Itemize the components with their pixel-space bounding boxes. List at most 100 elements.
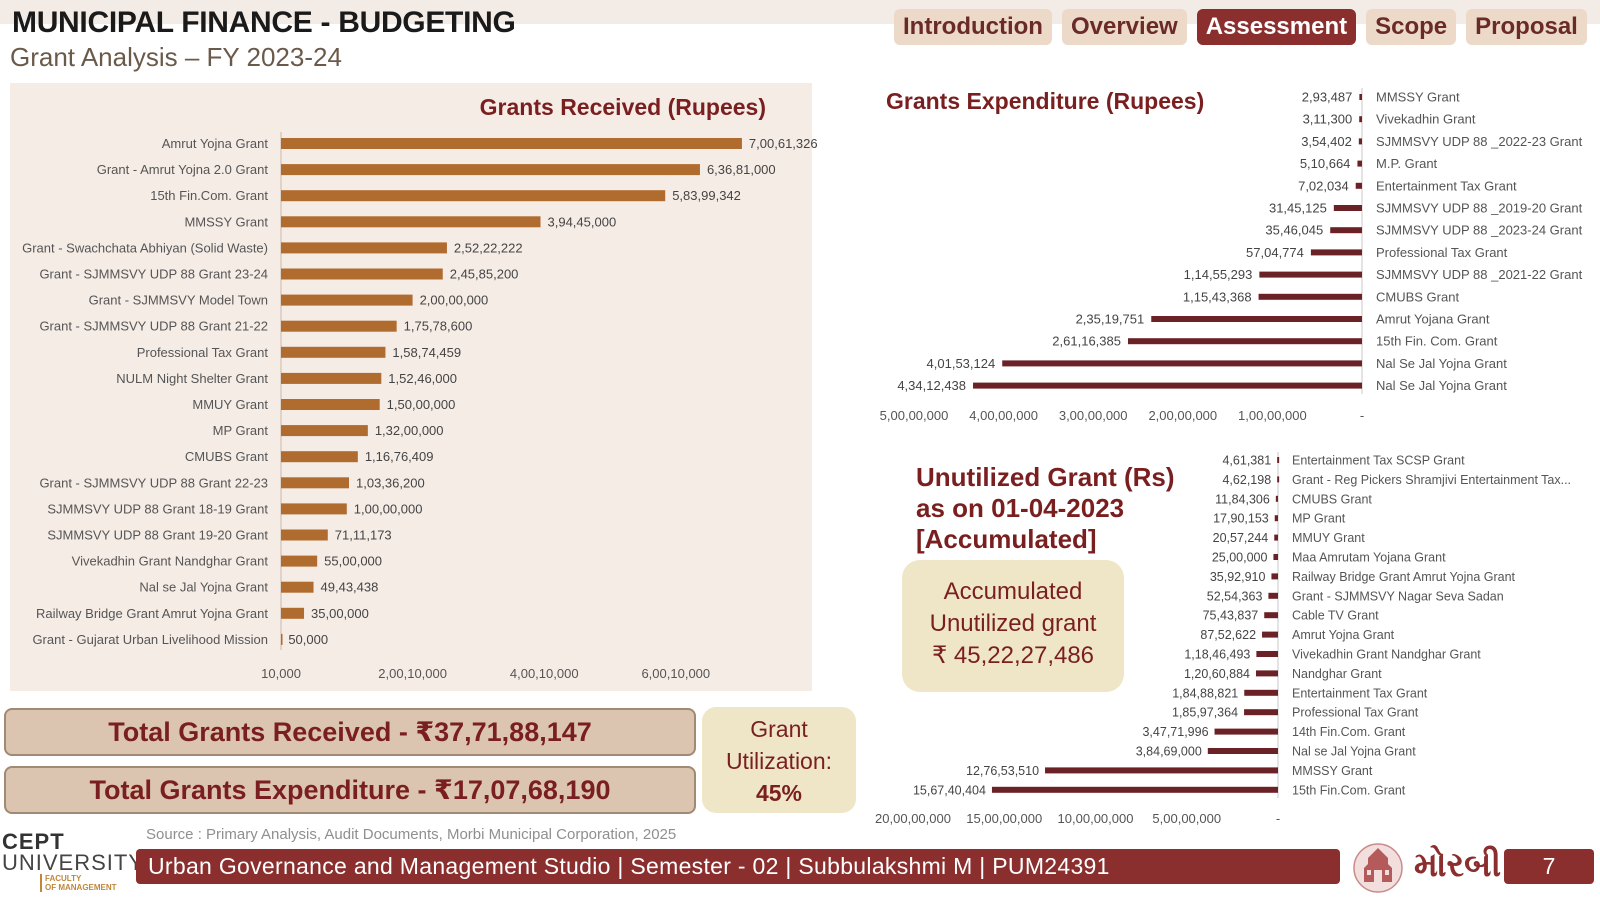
received-chart-title: Grants Received (Rupees) [480,94,766,120]
expenditure-bar [1151,316,1362,322]
received-value-label: 2,45,85,200 [450,267,519,282]
logo-line-cept: CEPT [2,829,65,854]
tab-overview[interactable]: Overview [1061,9,1187,45]
expenditure-bar [1127,338,1362,345]
unutilized-value-label: 1,84,88,821 [1172,686,1238,700]
received-category-label: Grant - Swachchata Abhiyan (Solid Waste) [22,240,268,255]
expenditure-value-label: 31,45,125 [1269,201,1327,216]
received-bar [281,268,443,280]
received-value-label: 1,50,00,000 [387,397,456,412]
expenditure-value-label: 2,35,19,751 [1076,312,1145,327]
accumulated-value: ₹ 45,22,27,486 [931,642,1095,669]
unutilized-value-label: 4,61,381 [1222,454,1271,468]
received-value-label: 3,94,45,000 [548,214,617,229]
expenditure-bar [1359,94,1362,100]
expenditure-x-tick-label: 3,00,00,000 [1059,408,1128,423]
received-category-label: Railway Bridge Grant Amrut Yojna Grant [36,606,268,621]
unutilized-title-line1: Unutilized Grant (Rs) [916,462,1175,492]
tab-scope[interactable]: Scope [1366,9,1457,45]
unutilized-category-label: Professional Tax Grant [1292,706,1419,720]
expenditure-bar [1259,271,1362,278]
received-bar [281,633,283,645]
unutilized-chart: Entertainment Tax SCSP Grant 4,61,381 Gran… [875,452,1571,826]
tab-introduction[interactable]: Introduction [894,9,1052,45]
unutilized-value-label: 12,76,53,510 [966,764,1039,778]
unutilized-bar [1255,670,1278,677]
tab-assessment[interactable]: Assessment [1196,9,1357,45]
unutilized-value-label: 1,20,60,884 [1184,667,1250,681]
unutilized-category-label: Entertainment Tax Grant [1292,686,1428,700]
unutilized-category-label: MP Grant [1292,512,1346,526]
expenditure-category-label: SJMMSVY UDP 88 _2022-23 Grant [1376,134,1583,149]
received-category-label: Grant - SJMMSVY UDP 88 Grant 22-23 [39,475,268,490]
expenditure-category-label: Entertainment Tax Grant [1376,178,1517,193]
received-bar [281,581,314,593]
expenditure-bar [1330,227,1362,234]
unutilized-value-label: 3,84,69,000 [1136,745,1202,759]
expenditure-x-tick-label: - [1360,408,1364,423]
unutilized-value-label: 15,67,40,404 [913,783,986,797]
page-title: MUNICIPAL FINANCE - BUDGETING [12,6,516,39]
received-value-label: 1,75,78,600 [404,319,473,334]
unutilized-bar [1262,631,1278,638]
received-x-tick-label: 6,00,10,000 [641,666,710,681]
received-value-label: 49,43,438 [321,580,379,595]
expenditure-category-label: MMSSY Grant [1376,90,1460,105]
logo-faculty-line1: FACULTY [45,874,82,883]
received-category-label: SJMMSVY UDP 88 Grant 19-20 Grant [47,528,268,543]
received-value-label: 55,00,000 [324,554,382,569]
received-bar [281,372,382,384]
logo-line-university: UNIVERSITY [2,850,145,875]
unutilized-category-label: Maa Amrutam Yojana Grant [1292,551,1446,565]
received-category-label: NULM Night Shelter Grant [116,371,268,386]
received-value-label: 1,16,76,409 [365,449,434,464]
received-bar [281,216,541,228]
morbi-city-logo-text: મોરબી [1414,846,1502,884]
unutilized-category-label: Railway Bridge Grant Amrut Yojna Grant [1292,570,1516,584]
tab-proposal[interactable]: Proposal [1466,9,1587,45]
grant-utilization-box: Grant Utilization: 45% [702,707,856,813]
expenditure-category-label: Nal Se Jal Yojna Grant [1376,356,1507,371]
expenditure-category-label: 15th Fin. Com. Grant [1376,334,1498,349]
received-bar [281,477,350,489]
grants-received-panel [10,83,812,691]
expenditure-bar [1310,249,1362,256]
unutilized-x-tick-label: 10,00,00,000 [1058,811,1134,826]
received-value-label: 2,52,22,222 [454,240,523,255]
received-x-tick-label: 10,000 [261,666,301,681]
expenditure-value-label: 7,02,034 [1298,178,1349,193]
expenditure-bar [1002,360,1362,367]
unutilized-category-label: 15th Fin.Com. Grant [1292,783,1406,797]
accumulated-unutilized-box: Accumulated Unutilized grant ₹ 45,22,27,… [902,560,1124,692]
received-value-label: 1,00,00,000 [354,501,423,516]
unutilized-value-label: 1,85,97,364 [1172,706,1238,720]
unutilized-value-label: 75,43,837 [1203,609,1259,623]
source-note: Source : Primary Analysis, Audit Documen… [146,826,677,843]
unutilized-bar [1045,767,1278,774]
unutilized-category-label: 14th Fin.Com. Grant [1292,725,1406,739]
nav-tabs: Introduction Overview Assessment Scope P… [894,9,1587,45]
unutilized-x-tick-label: - [1276,811,1280,826]
expenditure-category-label: Professional Tax Grant [1376,245,1508,260]
unutilized-value-label: 17,90,153 [1213,512,1269,526]
received-value-label: 35,00,000 [311,606,369,621]
unutilized-bar [1275,495,1278,502]
expenditure-bar [1333,205,1362,211]
received-bar [281,425,368,437]
unutilized-bar [1277,457,1280,463]
received-bar [281,138,742,149]
received-category-label: Grant - Gujarat Urban Livelihood Mission [32,632,268,647]
received-bar [281,320,397,332]
received-value-label: 71,11,173 [335,528,392,543]
unutilized-category-label: Grant - Reg Pickers Shramjivi Entertainm… [1292,473,1571,487]
expenditure-value-label: 2,93,487 [1302,90,1353,105]
received-x-tick-label: 4,00,10,000 [510,666,579,681]
received-category-label: Nal se Jal Yojna Grant [139,580,268,595]
unutilized-x-tick-label: 5,00,00,000 [1152,811,1221,826]
unutilized-category-label: Vivekadhin Grant Nandghar Grant [1292,648,1481,662]
unutilized-value-label: 25,00,000 [1212,551,1268,565]
received-category-label: Grant - SJMMSVY UDP 88 Grant 23-24 [39,267,268,282]
unutilized-value-label: 1,18,46,493 [1184,648,1250,662]
unutilized-category-label: CMUBS Grant [1292,492,1372,506]
